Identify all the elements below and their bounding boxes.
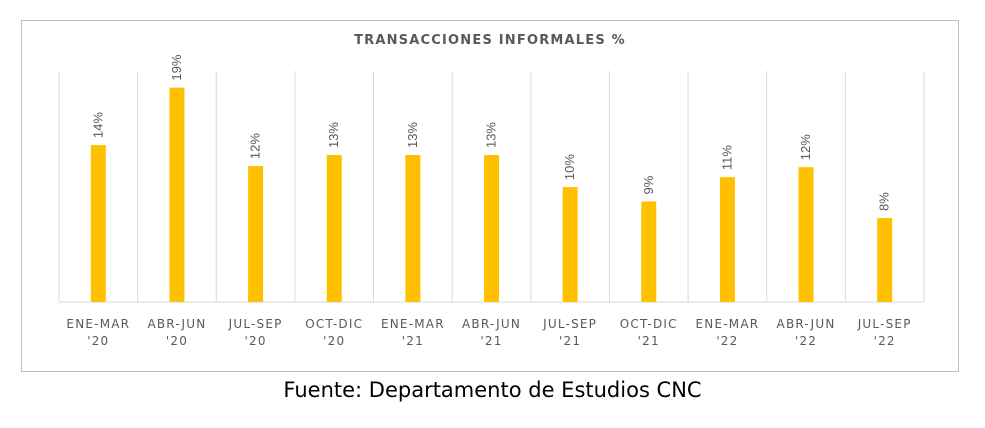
data-label: 14% <box>90 112 105 138</box>
bar-chart-plot: 14% ENE-MAR '20 19% ABR-JUN '20 12% JUL-SEP '20 1… <box>58 54 925 348</box>
bar <box>562 187 578 302</box>
chart-title: TRANSACCIONES INFORMALES % <box>354 33 626 48</box>
bar <box>719 177 735 302</box>
x-tick-label: JUL-SEP <box>857 317 912 331</box>
bar <box>798 167 814 302</box>
x-tick-label: ENE-MAR <box>66 317 130 331</box>
x-tick-label: ABR-JUN <box>147 317 206 331</box>
x-tick-label: '21 <box>638 334 660 348</box>
source-note: Fuente: Departamento de Estudios CNC <box>283 378 702 402</box>
x-tick-label: ABR-JUN <box>462 317 521 331</box>
bar <box>326 155 342 302</box>
data-label: 13% <box>484 122 499 148</box>
bar <box>641 201 657 302</box>
bar <box>248 166 264 302</box>
bar <box>90 145 106 302</box>
bar <box>169 87 185 302</box>
x-tick-label: '20 <box>323 334 345 348</box>
data-label: 9% <box>641 175 656 194</box>
x-tick-label: '22 <box>874 334 896 348</box>
bar <box>877 218 893 302</box>
x-tick-label: ENE-MAR <box>381 317 445 331</box>
data-label: 19% <box>169 54 184 80</box>
x-tick-label: '21 <box>559 334 581 348</box>
x-tick-label: '21 <box>402 334 424 348</box>
x-tick-label: '22 <box>795 334 817 348</box>
x-tick-label: OCT-DIC <box>305 317 363 331</box>
x-tick-label: '20 <box>166 334 188 348</box>
bar <box>484 155 499 302</box>
data-label: 12% <box>248 133 263 159</box>
bar <box>405 155 421 302</box>
x-tick-label: '22 <box>716 334 738 348</box>
x-tick-label: ENE-MAR <box>696 317 760 331</box>
data-label: 13% <box>405 122 420 148</box>
x-tick-label: OCT-DIC <box>620 317 678 331</box>
x-tick-label: JUL-SEP <box>228 317 283 331</box>
data-label: 12% <box>798 134 813 160</box>
x-tick-label: '20 <box>245 334 267 348</box>
data-label: 13% <box>326 122 341 148</box>
x-tick-label: JUL-SEP <box>542 317 597 331</box>
x-tick-label: '21 <box>480 334 502 348</box>
data-label: 8% <box>877 192 892 211</box>
x-tick-label: ABR-JUN <box>777 317 836 331</box>
data-label: 11% <box>719 145 734 170</box>
x-tick-label: '20 <box>87 334 109 348</box>
data-label: 10% <box>562 154 577 180</box>
chart-frame: TRANSACCIONES INFORMALES % 14% ENE-MAR '20… <box>21 20 959 372</box>
